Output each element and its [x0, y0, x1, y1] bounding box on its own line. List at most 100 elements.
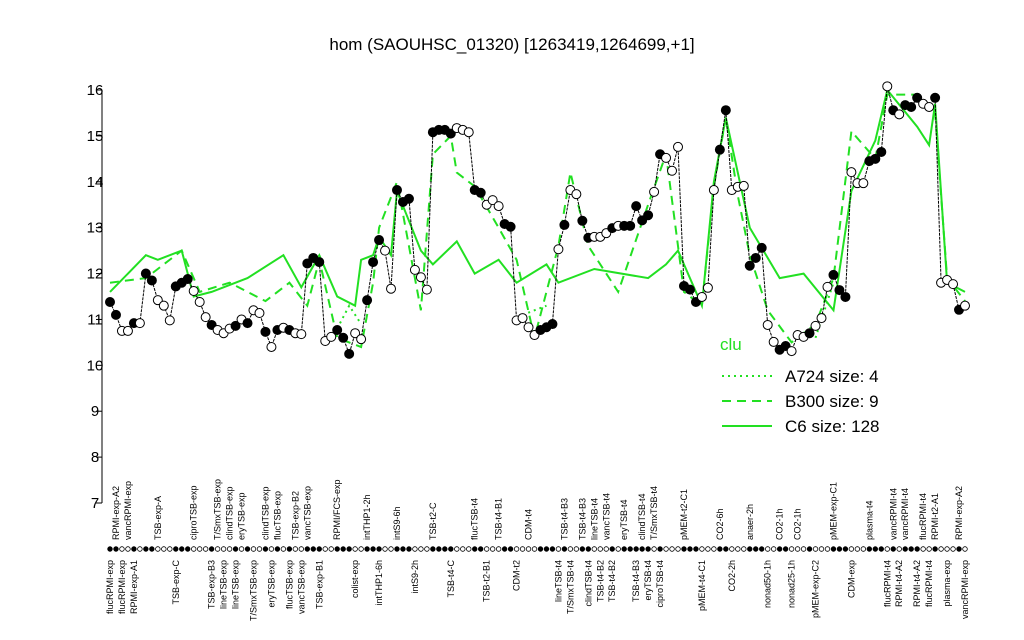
x-tick-label: TSB-t4-B1 — [494, 498, 504, 540]
rug-dot — [113, 546, 119, 552]
rug-dot — [274, 546, 281, 552]
rug-dot — [633, 546, 639, 552]
x-tick-label: TSB-t4-B2 — [607, 560, 617, 602]
x-tick-label: eryTSB-exp — [266, 560, 276, 608]
data-point — [553, 244, 564, 255]
rug-dot — [167, 546, 173, 552]
rug-dot — [705, 546, 711, 552]
rug-dot — [346, 546, 352, 552]
rug-dot — [513, 546, 520, 552]
rug-dot — [262, 546, 269, 552]
x-tick-label: T/SmxTSB-t4 — [565, 560, 575, 614]
rug-dot — [884, 546, 890, 552]
data-point — [559, 219, 570, 230]
data-point — [762, 319, 773, 330]
x-tick-label: RPMI-t4-A2 — [894, 560, 904, 607]
legend-label: B300 size: 9 — [785, 392, 879, 411]
rug-dot — [460, 546, 466, 552]
y-tick-label: 16 — [87, 82, 104, 99]
data-point — [409, 264, 420, 275]
rug-dot — [854, 546, 861, 552]
x-tick-label: RPMI-t4-A2 — [912, 560, 922, 607]
rug-dot — [244, 546, 251, 552]
rug-dot — [818, 546, 825, 552]
rug-dot — [764, 546, 771, 552]
rug-dot — [143, 546, 149, 552]
data-point — [667, 165, 678, 176]
rug-dot — [352, 546, 358, 552]
data-point — [547, 319, 558, 330]
rug-dot — [549, 546, 556, 552]
data-point — [326, 331, 337, 342]
rug-dot — [507, 546, 514, 552]
rug-dot — [812, 546, 819, 552]
rug-dot — [836, 546, 843, 552]
rug-dot — [543, 546, 550, 552]
rug-dot — [651, 546, 657, 552]
x-tick-label: flucRPMI-t4 — [918, 493, 928, 540]
legend-title: clu — [720, 335, 742, 354]
x-tick-label: intS9-2h — [410, 560, 420, 594]
data-point — [571, 189, 582, 200]
x-tick-label: CO2-2h — [727, 560, 737, 592]
rug-dot — [615, 546, 621, 552]
rug-dot — [735, 546, 741, 552]
data-point — [296, 329, 307, 340]
rug-dot — [119, 546, 125, 552]
rug-dot — [914, 546, 920, 552]
rug-dot — [753, 546, 759, 552]
data-point — [882, 81, 893, 92]
x-tick-label: CO2-1h — [793, 508, 803, 540]
rug-dot — [932, 546, 938, 552]
data-point — [146, 275, 157, 286]
rug-dot — [370, 546, 376, 552]
rug-dot — [310, 546, 316, 552]
x-tick-label: flucRPMI-t4 — [924, 560, 934, 607]
rug-dot — [364, 546, 370, 552]
x-tick-label: TSB-t4-B2 — [595, 560, 605, 602]
y-tick-label: 10 — [87, 357, 104, 374]
rug-dot — [519, 546, 526, 552]
rug-dot — [776, 546, 783, 552]
x-tick-label: flucTSB-t4 — [470, 498, 480, 540]
data-point — [960, 300, 970, 311]
x-tick-label: TSB-t4-C — [446, 560, 456, 598]
rug-dot — [794, 546, 801, 552]
rug-dot — [675, 546, 681, 552]
x-tick-label: eryTSB-t4 — [643, 560, 653, 601]
rug-dot — [782, 546, 789, 552]
data-point — [368, 257, 379, 268]
rug-dot — [268, 546, 275, 552]
rug-dot — [944, 546, 950, 552]
x-tick-label: TSB-t4-B3 — [577, 498, 587, 540]
rug-dot — [394, 546, 400, 552]
x-tick-label: RPMI-exp-A2 — [111, 486, 121, 540]
rug-dot — [238, 546, 245, 552]
rug-dot — [232, 546, 239, 552]
data-point — [523, 322, 534, 333]
rug-dot — [173, 546, 179, 552]
y-tick-label: 7 — [91, 495, 99, 512]
x-tick-label: vancTSB-exp — [302, 486, 312, 540]
data-point — [134, 318, 145, 329]
rug-dot — [555, 546, 562, 552]
rug-dot — [956, 546, 962, 552]
rug-dot — [137, 546, 143, 552]
data-point — [487, 195, 498, 206]
data-point — [810, 320, 821, 331]
rug-dot — [149, 546, 155, 552]
x-tick-label: CDM-t2 — [512, 560, 522, 591]
rug-dot — [501, 546, 508, 552]
rug-dot — [759, 546, 765, 552]
x-tick-label: vancTSB-exp — [296, 560, 306, 614]
x-tick-label: vancTSB-t4 — [601, 493, 611, 540]
data-point — [105, 297, 115, 308]
rug-dot — [107, 546, 113, 552]
data-point — [577, 215, 588, 226]
x-tick-label: clindTSB-t4 — [637, 493, 647, 540]
rug-dot — [681, 546, 687, 552]
data-point — [673, 141, 684, 152]
rug-dot — [286, 546, 293, 552]
rug-dot — [561, 546, 568, 552]
